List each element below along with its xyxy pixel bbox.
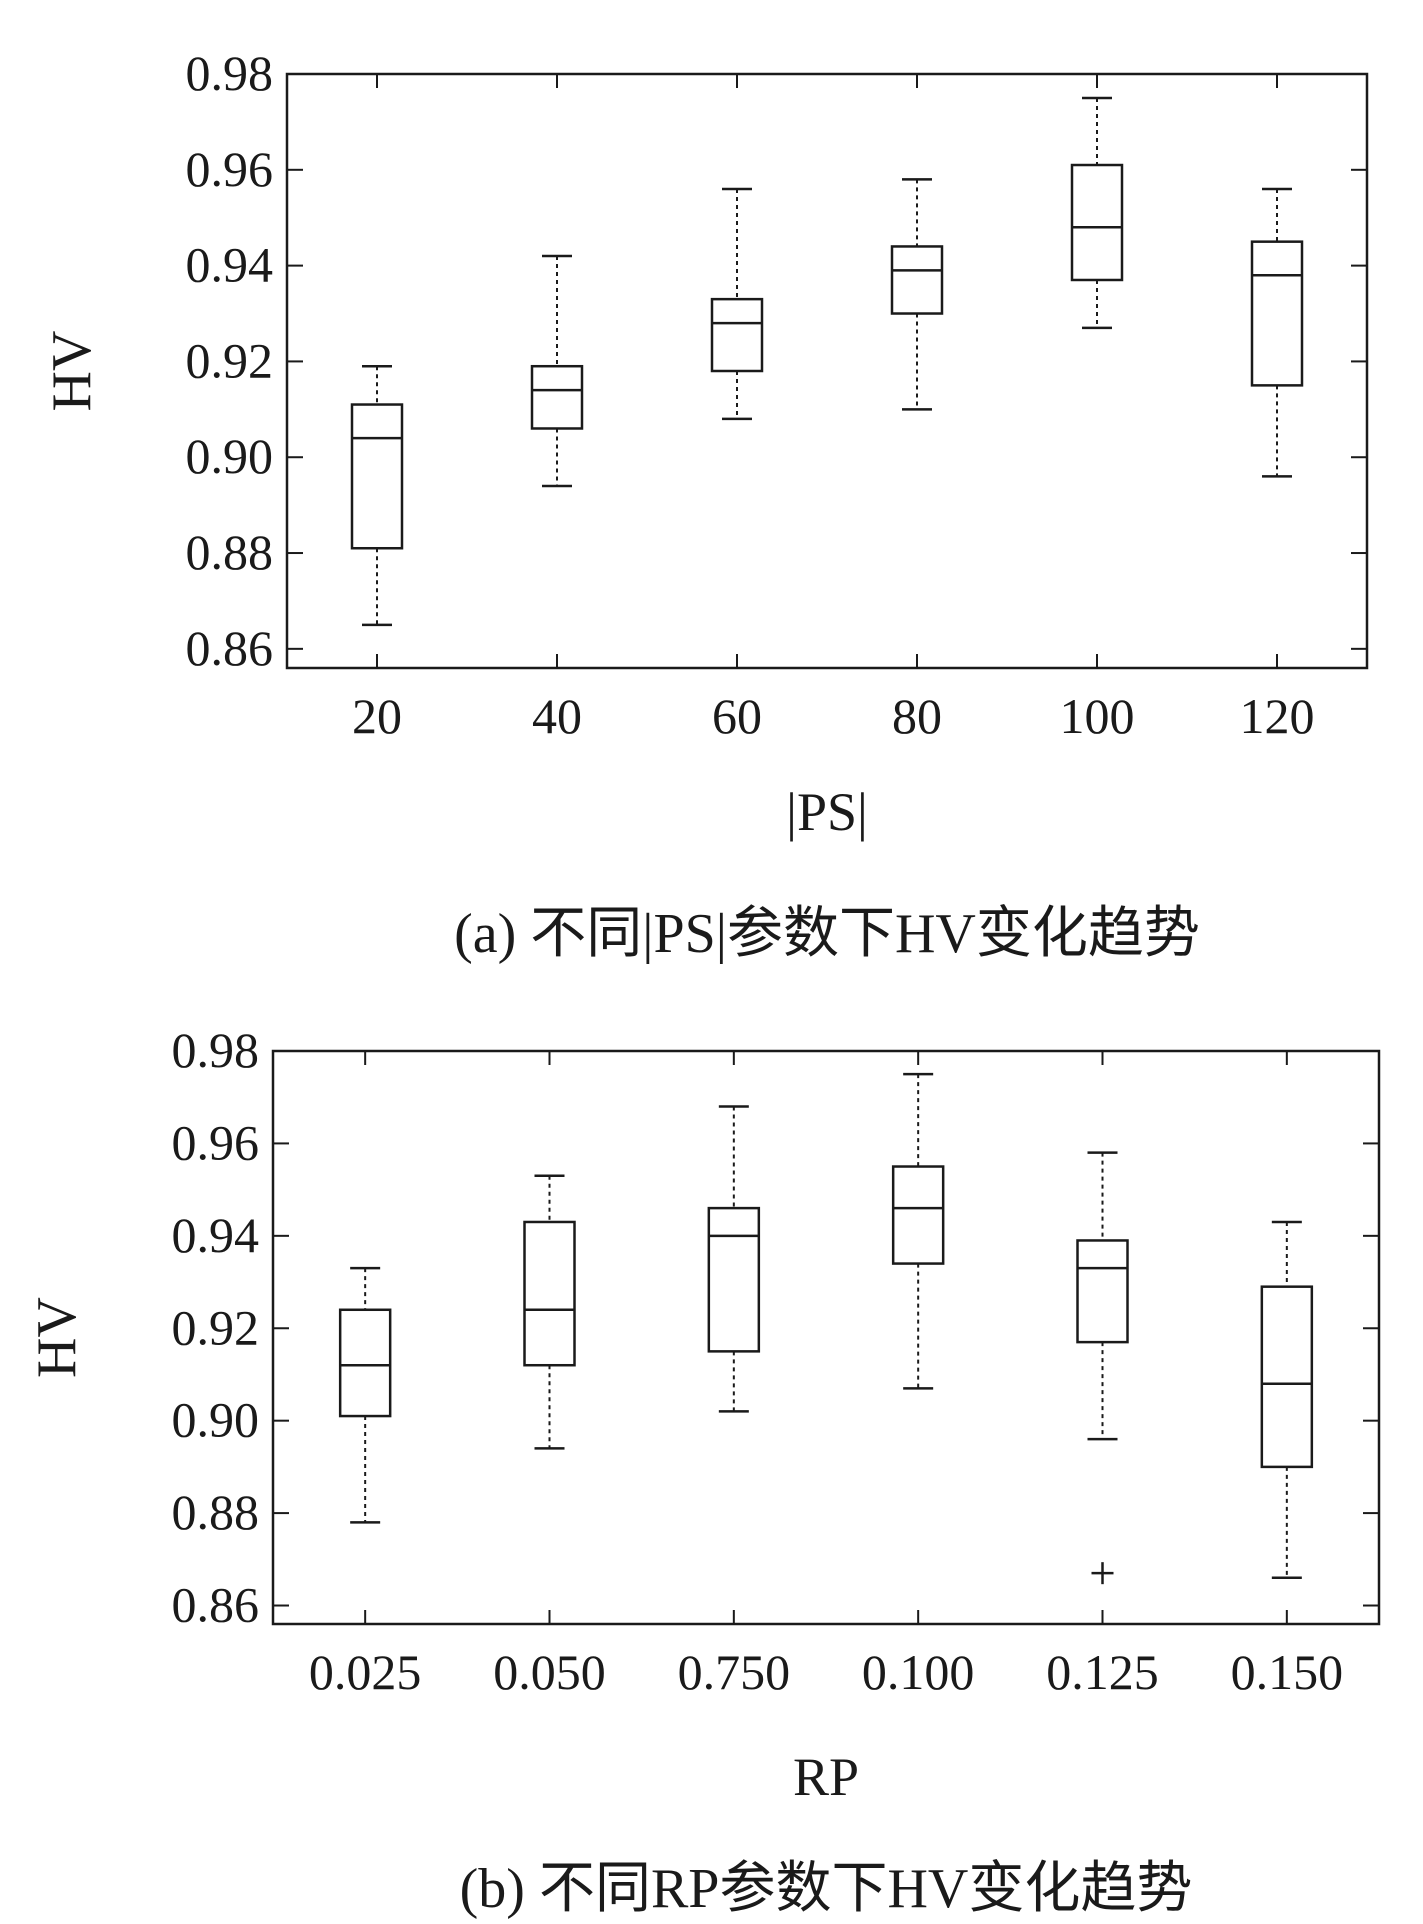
iqr-box xyxy=(1076,1239,1129,1344)
y-tick-label: 0.96 xyxy=(186,141,274,197)
y-tick-label: 0.98 xyxy=(172,1022,260,1078)
box-0.125 xyxy=(1076,1151,1129,1585)
y-tick-label: 0.90 xyxy=(186,428,274,484)
box-0.150 xyxy=(1260,1220,1314,1580)
x-tick-label: 80 xyxy=(892,688,942,744)
x-tick-label: 20 xyxy=(352,688,402,744)
x-tick-label: 0.150 xyxy=(1231,1644,1344,1700)
x-tick-label: 0.050 xyxy=(493,1644,606,1700)
y-tick-label: 0.88 xyxy=(186,524,274,580)
iqr-box xyxy=(1070,163,1124,282)
x-tick-label: 40 xyxy=(532,688,582,744)
plot-frame xyxy=(285,72,1369,670)
x-tick-label: 0.125 xyxy=(1046,1644,1159,1700)
iqr-box xyxy=(523,1220,576,1367)
y-tick-label: 0.94 xyxy=(186,237,274,293)
y-axis-label: HV xyxy=(41,331,103,412)
x-tick-label: 60 xyxy=(712,688,762,744)
box-80 xyxy=(890,178,944,411)
x-tick-label: 0.100 xyxy=(862,1644,975,1700)
box-40 xyxy=(530,254,584,488)
x-tick-label: 120 xyxy=(1240,688,1315,744)
y-tick-label: 0.86 xyxy=(186,620,274,676)
box-60 xyxy=(710,187,764,421)
box-120 xyxy=(1250,187,1304,478)
y-tick-label: 0.92 xyxy=(186,332,274,388)
y-tick-label: 0.86 xyxy=(172,1577,260,1633)
chart-panel-b: 0.98 0.96 0.94 0.92 0.90 0.88 0.86 0.025 0.050 0.… xyxy=(26,1022,1381,1920)
y-tick-label: 0.90 xyxy=(172,1392,260,1448)
iqr-box xyxy=(707,1206,761,1353)
iqr-box xyxy=(710,297,764,373)
x-axis-label: |PS| xyxy=(786,782,868,842)
box-0.750 xyxy=(707,1105,761,1413)
box-0.050 xyxy=(523,1174,576,1450)
iqr-box xyxy=(1260,1285,1314,1469)
y-tick-label: 0.88 xyxy=(172,1484,260,1540)
box-20 xyxy=(350,364,404,627)
y-tick-label: 0.98 xyxy=(186,45,274,101)
iqr-box xyxy=(350,403,404,550)
box-0.025 xyxy=(338,1266,392,1524)
y-tick-label: 0.94 xyxy=(172,1207,260,1263)
iqr-box xyxy=(338,1308,392,1418)
panel-caption: (a) 不同|PS|参数下HV变化趋势 xyxy=(454,903,1200,965)
panel-caption: (b) 不同RP参数下HV变化趋势 xyxy=(460,1858,1193,1920)
y-axis-label: HV xyxy=(26,1297,88,1378)
box-100 xyxy=(1070,96,1124,330)
x-tick-label: 100 xyxy=(1060,688,1135,744)
box-0.100 xyxy=(891,1072,945,1390)
y-tick-label: 0.96 xyxy=(172,1114,260,1170)
x-axis-label: RP xyxy=(793,1747,859,1807)
x-tick-label: 0.750 xyxy=(678,1644,791,1700)
plot-frame xyxy=(271,1049,1381,1626)
x-tick-label: 0.025 xyxy=(309,1644,422,1700)
iqr-box xyxy=(890,245,944,315)
iqr-box xyxy=(530,364,584,430)
y-tick-label: 0.92 xyxy=(172,1299,260,1355)
iqr-box xyxy=(1250,240,1304,387)
iqr-box xyxy=(891,1165,945,1265)
chart-panel-a: 0.98 0.96 0.94 0.92 0.90 0.88 0.86 20 40 60 80 100 1… xyxy=(41,45,1369,965)
